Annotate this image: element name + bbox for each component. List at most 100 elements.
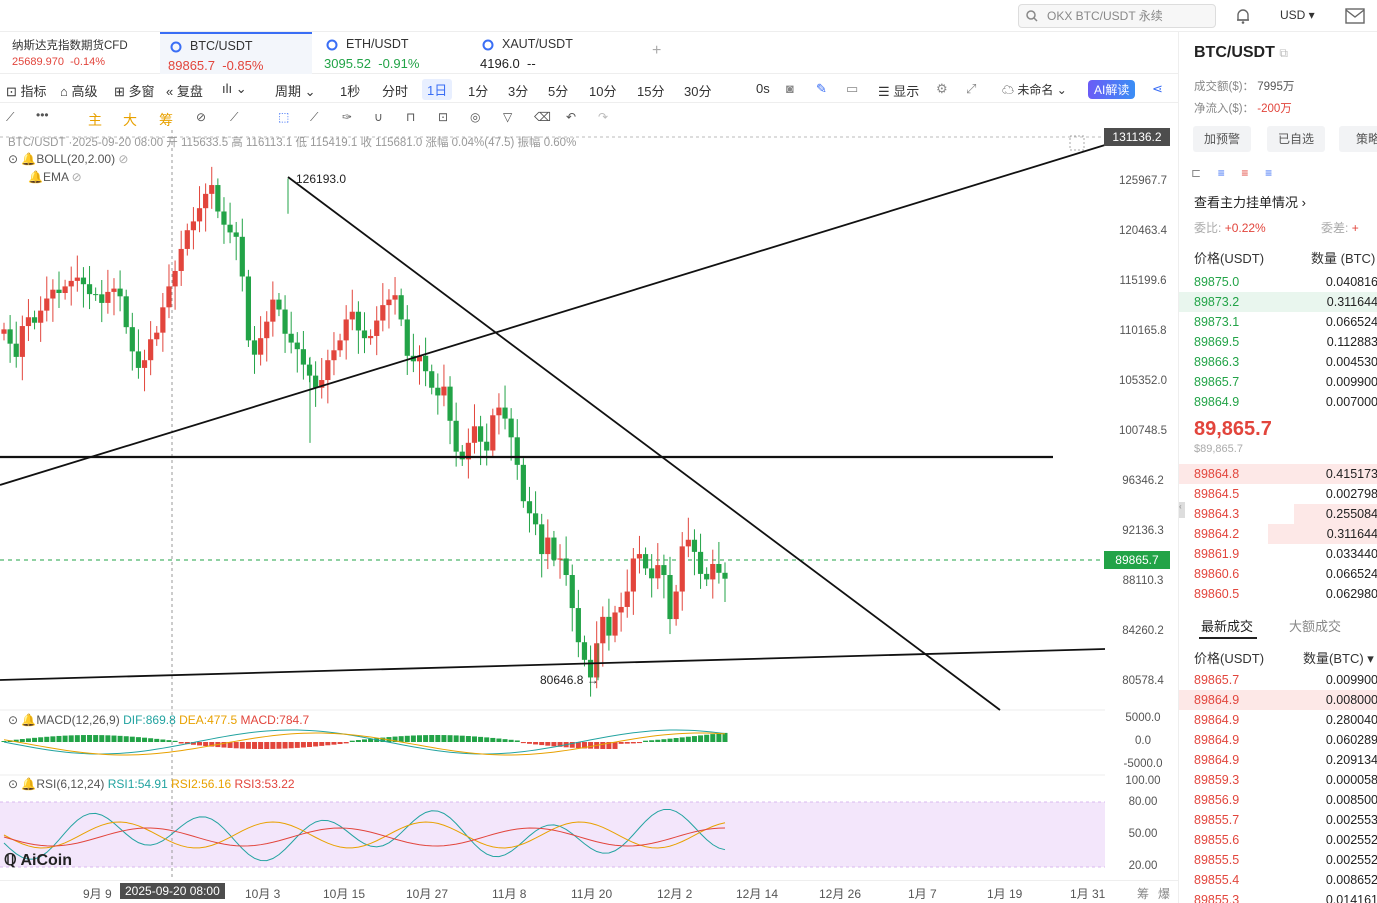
undo-icon[interactable]: ↶ xyxy=(566,110,577,124)
orderbook-row[interactable]: 89860.5 0.062980 xyxy=(1179,584,1377,604)
interval-5m[interactable]: 5分 xyxy=(548,84,569,99)
interval-1d[interactable]: 1日 xyxy=(422,79,453,100)
orderbook-row[interactable]: 89864.9 0.007000 xyxy=(1179,392,1377,412)
eye-icon[interactable]: ◎ xyxy=(470,110,481,124)
tab-nasdaq[interactable]: 纳斯达克指数期货CFD 25689.970 -0.14% xyxy=(12,40,128,68)
orderbook-row[interactable]: 89861.9 0.033440 xyxy=(1179,544,1377,564)
collapse-handle[interactable]: ‹ xyxy=(1179,502,1185,518)
trade-row[interactable]: 89855.3 0.014161 xyxy=(1179,890,1377,903)
chart-type-button[interactable]: ılı ⌄ xyxy=(222,81,247,96)
advanced-button[interactable]: ⌂ 高级 xyxy=(60,84,98,99)
trash-icon[interactable]: ⌫ xyxy=(534,110,551,124)
more-icon[interactable]: ••• xyxy=(36,108,49,122)
rsi-tick: 100.00 xyxy=(1125,775,1161,787)
ruler-icon[interactable]: ⟋ xyxy=(310,110,319,124)
settings-icon[interactable]: ⚙ xyxy=(936,81,948,96)
orderbook-row[interactable]: 89864.2 0.311644 xyxy=(1179,524,1377,544)
period-select[interactable]: 周期 ⌄ xyxy=(275,84,316,99)
line-tool-icon[interactable]: ⟋ xyxy=(6,110,15,124)
trade-row[interactable]: 89859.3 0.000058 xyxy=(1179,770,1377,790)
depth-link[interactable]: 查看主力挂单情况 › xyxy=(1194,195,1306,210)
trade-row[interactable]: 89855.4 0.008652 xyxy=(1179,870,1377,890)
interval-3m[interactable]: 3分 xyxy=(508,84,529,99)
trade-row[interactable]: 89855.6 0.002552 xyxy=(1179,830,1377,850)
trade-row[interactable]: 89865.7 0.009900 xyxy=(1179,670,1377,690)
camera-icon[interactable]: ◙ xyxy=(786,81,794,96)
lock-icon[interactable]: ⊓ xyxy=(406,110,416,124)
interval-15m[interactable]: 15分 xyxy=(637,84,665,99)
comment-icon[interactable]: ▭ xyxy=(846,81,859,96)
chips-toggle[interactable]: 筹 xyxy=(1137,887,1150,901)
big-order-button[interactable]: 大 xyxy=(123,112,137,128)
orderbook-row[interactable]: 89869.5 0.112883 xyxy=(1179,332,1377,352)
orderbook-row[interactable]: 89873.2 0.311644 xyxy=(1179,292,1377,312)
layout-select[interactable]: ☁ 未命名 ⌄ xyxy=(1002,83,1067,97)
fullscreen-icon[interactable]: ⤢ xyxy=(966,81,977,96)
interval-10m[interactable]: 10分 xyxy=(589,84,617,99)
display-button[interactable]: ☰ 显示 xyxy=(878,84,920,99)
pen-icon[interactable]: ✎ xyxy=(816,81,827,96)
search-input[interactable]: OKX BTC/USDT 永续 xyxy=(1018,4,1216,28)
orderbook-row[interactable]: 89864.8 0.415173 xyxy=(1179,464,1377,484)
add-alert-button[interactable]: 加预警 xyxy=(1193,126,1251,152)
mail-icon[interactable] xyxy=(1345,8,1365,24)
brush-icon[interactable]: ✑ xyxy=(342,110,353,124)
panel-symbol: BTC/USDT ⧉ xyxy=(1194,44,1288,61)
trade-row[interactable]: 89864.9 0.060289 xyxy=(1179,730,1377,750)
copy-icon[interactable]: ⧉ xyxy=(1279,46,1288,60)
ai-interpret-button[interactable]: AI解读 xyxy=(1088,80,1136,99)
trade-row[interactable]: 89864.9 0.008000 xyxy=(1179,690,1377,710)
orderbook-row[interactable]: 89864.5 0.002798 xyxy=(1179,484,1377,504)
tab-xaut[interactable]: XAUT/USDT 4196.0 -- xyxy=(480,37,573,71)
liquidation-toggle[interactable]: 爆 xyxy=(1158,887,1171,901)
favorite-button[interactable]: 已自选 xyxy=(1267,126,1325,152)
eye-hidden-icon[interactable]: ⊘ xyxy=(118,152,129,166)
interval-30m[interactable]: 30分 xyxy=(684,84,712,99)
main-force-button[interactable]: 主 xyxy=(88,112,102,128)
orderbook-row[interactable]: 89864.3 0.255084 xyxy=(1179,504,1377,524)
kline-chart[interactable] xyxy=(0,130,1178,880)
measure-icon[interactable]: ⊘ xyxy=(196,110,207,124)
rsi-legend[interactable]: ⊙ 🔔RSI(6,12,24) RSI1:54.91 RSI2:56.16 RS… xyxy=(8,777,295,791)
trade-row[interactable]: 89864.9 0.280040 xyxy=(1179,710,1377,730)
orderbook-view-icons[interactable]: ⊏ ≡ ≡ ≡ xyxy=(1191,166,1273,180)
interval-timeshare[interactable]: 分时 xyxy=(382,84,409,99)
template-icon[interactable]: ⊡ xyxy=(438,110,449,124)
orderbook-row[interactable]: 89873.1 0.066524 xyxy=(1179,312,1377,332)
interval-1s[interactable]: 1秒 xyxy=(340,84,361,99)
orderbook-row[interactable]: 89866.3 0.004530 xyxy=(1179,352,1377,372)
chips-button[interactable]: 筹 xyxy=(159,112,173,128)
eraser-icon[interactable]: ⟋ xyxy=(230,110,239,124)
add-tab-button[interactable]: + xyxy=(652,42,662,59)
redo-icon[interactable]: ↷ xyxy=(598,110,609,124)
ema-legend[interactable]: 🔔EMA ⊘ xyxy=(28,170,82,184)
currency-select[interactable]: USD ▾ xyxy=(1280,8,1315,22)
boll-legend[interactable]: ⊙ 🔔BOLL(20,2.00) ⊘ xyxy=(8,152,129,166)
magnet-icon[interactable]: ∪ xyxy=(374,110,383,124)
orderbook-row[interactable]: 89865.7 0.009900 xyxy=(1179,372,1377,392)
replay-button[interactable]: « 复盘 xyxy=(166,84,203,99)
eye-hidden-icon[interactable]: ⊘ xyxy=(71,170,82,184)
tab-eth[interactable]: ETH/USDT 3095.52 -0.91% xyxy=(324,37,420,71)
strategy-button[interactable]: 策略 xyxy=(1339,126,1377,152)
chart-area[interactable]: BTC/USDT ·2025-09-20 08:00 开 115633.5 高 … xyxy=(0,128,1178,880)
trade-row[interactable]: 89855.7 0.002553 xyxy=(1179,810,1377,830)
bell-icon[interactable] xyxy=(1235,7,1251,25)
indicator-button[interactable]: ⊡ 指标 xyxy=(6,84,47,99)
macd-legend[interactable]: ⊙ 🔔MACD(12,26,9) DIF:869.8 DEA:477.5 MAC… xyxy=(8,713,310,727)
trade-header-qty[interactable]: 数量(BTC) ▾ xyxy=(1303,651,1374,666)
trade-row[interactable]: 89864.9 0.209134 xyxy=(1179,750,1377,770)
interval-1m[interactable]: 1分 xyxy=(468,84,489,99)
tab-btc[interactable]: BTC/USDT 89865.7 -0.85% xyxy=(160,32,312,74)
orderbook-row[interactable]: 89860.6 0.066524 xyxy=(1179,564,1377,584)
orderbook-row[interactable]: 89875.0 0.040816 xyxy=(1179,272,1377,292)
tab-latest-trades[interactable]: 最新成交 xyxy=(1201,619,1254,634)
filter-icon[interactable]: ▽ xyxy=(503,110,513,124)
multiwin-button[interactable]: ⊞ 多窗 xyxy=(114,84,155,99)
tab-large-trades[interactable]: 大额成交 xyxy=(1289,619,1342,634)
trade-row[interactable]: 89856.9 0.008500 xyxy=(1179,790,1377,810)
cursor-icon[interactable]: ⬚ xyxy=(278,110,290,124)
interval-0s[interactable]: 0s xyxy=(756,81,770,96)
trade-row[interactable]: 89855.5 0.002552 xyxy=(1179,850,1377,870)
share-icon[interactable]: ⋖ xyxy=(1152,81,1163,96)
